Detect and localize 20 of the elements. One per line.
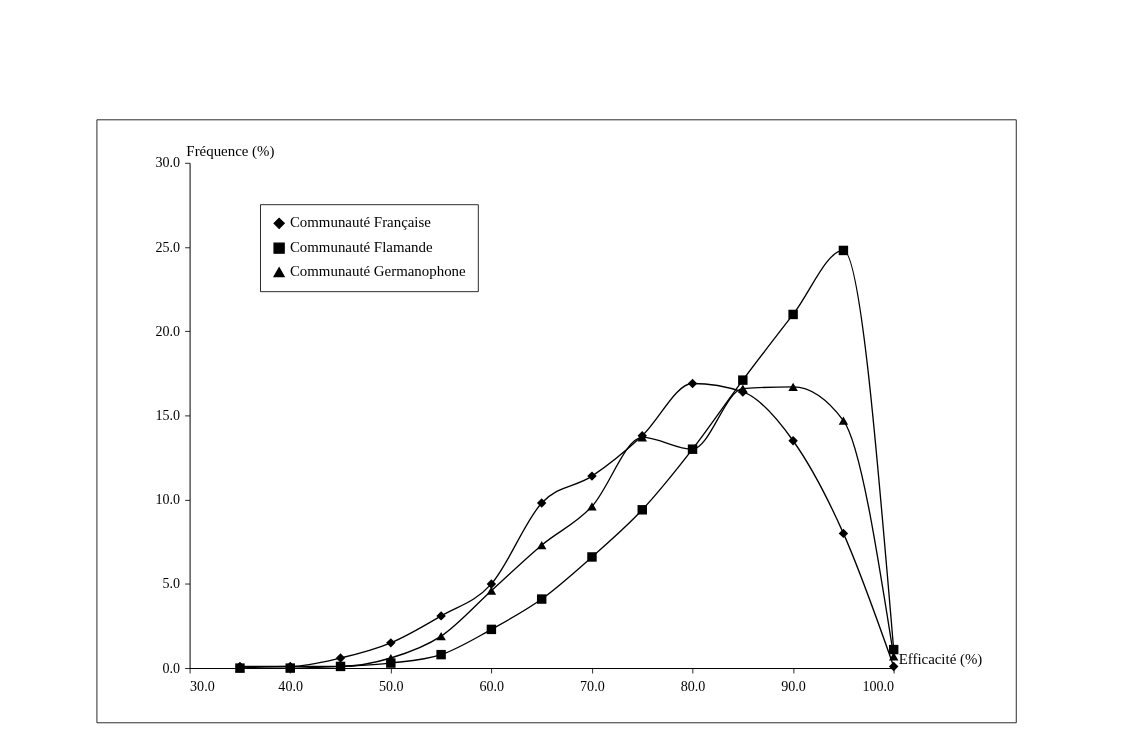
y-tick-label: 20.0 <box>155 322 181 339</box>
y-tick-label: 10.0 <box>155 491 181 508</box>
x-tick-label: 30.0 <box>190 677 215 694</box>
x-axis-title: Efficacité (%) <box>898 650 983 668</box>
legend-label: Communauté Française <box>289 214 432 231</box>
y-tick-label: 0.0 <box>162 659 181 676</box>
y-tick-label: 30.0 <box>155 154 181 171</box>
x-tick-label: 50.0 <box>378 677 404 694</box>
y-tick-label: 15.0 <box>155 407 181 424</box>
y-tick-label: 5.0 <box>162 575 181 592</box>
x-tick-label: 100.0 <box>862 677 895 694</box>
y-tick-label: 25.0 <box>155 238 181 255</box>
x-tick-label: 40.0 <box>278 677 303 694</box>
x-tick-label: 90.0 <box>781 677 806 694</box>
legend-label: Communauté Germanophone <box>289 263 467 280</box>
y-axis-title: Fréquence (%) <box>186 143 275 161</box>
x-tick-label: 80.0 <box>680 677 706 694</box>
x-tick-label: 70.0 <box>580 677 605 694</box>
x-tick-label: 60.0 <box>479 677 505 694</box>
legend-label: Communauté Flamande <box>289 239 433 256</box>
